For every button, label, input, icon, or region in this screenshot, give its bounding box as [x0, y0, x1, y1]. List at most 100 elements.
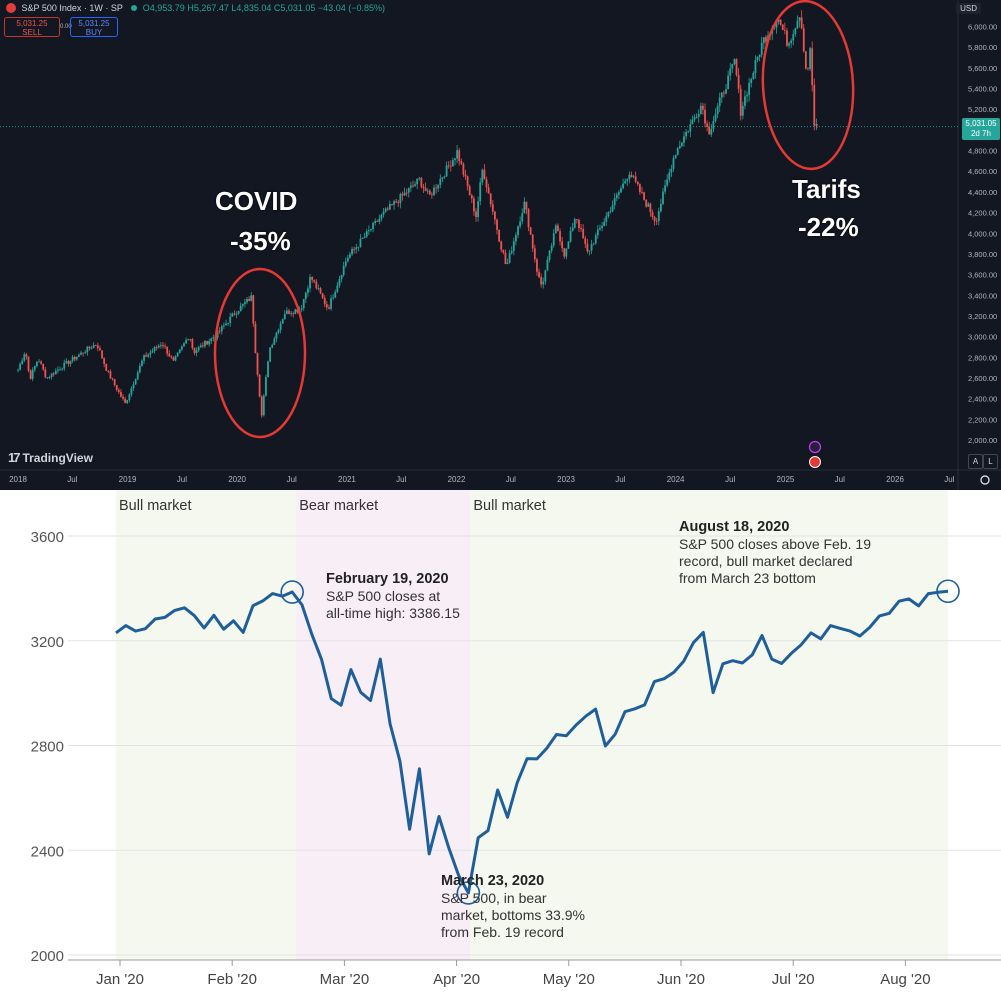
auto-scale-button[interactable]: A: [968, 454, 983, 469]
candle-body: [363, 236, 366, 238]
candle-body: [582, 229, 585, 239]
x-tick-label: May '20: [543, 971, 595, 988]
candle-body: [267, 361, 269, 378]
candle-body: [762, 37, 765, 43]
candle-body: [155, 347, 158, 349]
annotation-title: August 18, 2020: [679, 519, 789, 535]
candle-body: [101, 350, 103, 359]
time-tick-label: 2020: [228, 475, 246, 484]
candle-body: [138, 365, 141, 373]
candle-body: [281, 319, 284, 324]
candle-body: [40, 361, 43, 364]
time-tick-label: Jul: [615, 475, 625, 484]
candle-body: [777, 19, 780, 22]
time-tick-label: 2023: [557, 475, 575, 484]
candle-body: [544, 270, 547, 282]
candle-body: [748, 83, 751, 96]
candle-body: [325, 304, 328, 308]
candle-body: [683, 136, 685, 143]
candle-body: [433, 187, 435, 196]
highlight-circle: [936, 579, 960, 604]
time-tick-label: Jul: [506, 475, 516, 484]
candle-body: [103, 358, 106, 364]
candle-body: [300, 308, 303, 310]
log-scale-button[interactable]: L: [983, 454, 998, 469]
candle-body: [273, 338, 276, 345]
symbol-header[interactable]: S&P 500 Index · 1W · SP O4,953.79 H5,267…: [6, 3, 385, 13]
x-tick-label: Jan '20: [96, 971, 144, 988]
sp500-2020-line-chart[interactable]: Bull market Bear market Bull market 2000 240…: [0, 490, 1001, 992]
candle-body: [525, 201, 528, 210]
candle-body: [603, 221, 606, 226]
candle-body: [567, 241, 570, 249]
candle-body: [708, 126, 711, 135]
candle-body: [279, 323, 282, 331]
candle-body: [672, 158, 675, 169]
ohlc-readout: O4,953.79 H5,267.47 L4,835.04 C5,031.05 …: [142, 3, 385, 13]
candle-body: [804, 51, 807, 69]
candle-body: [538, 271, 540, 278]
candle-body: [132, 384, 135, 389]
candle-body: [483, 169, 486, 180]
candle-body: [319, 288, 322, 294]
candle-body: [275, 332, 278, 339]
candle-body: [386, 208, 389, 210]
candle-body: [344, 261, 347, 266]
candle-body: [239, 305, 242, 312]
candle-body: [420, 178, 423, 187]
tradingview-candlestick-chart[interactable]: 6,000.00 5,800.00 5,600.00 5,400.00 5,200.00…: [0, 0, 1001, 490]
candle-body: [634, 176, 637, 182]
candle-body: [346, 257, 349, 262]
tradingview-mark-icon: 17: [8, 450, 21, 465]
candle-body: [73, 356, 76, 360]
candle-body: [391, 203, 393, 205]
candle-body: [36, 361, 38, 367]
candle-body: [750, 78, 753, 84]
candle-body: [225, 323, 227, 326]
candle-body: [441, 177, 444, 179]
x-tick-label: Jul '20: [772, 971, 815, 988]
candle-body: [31, 369, 34, 379]
covid-highlight-ellipse: [213, 267, 307, 439]
candle-body: [685, 132, 688, 137]
candle-body: [409, 185, 412, 188]
candle-body: [195, 350, 198, 353]
candle-body: [512, 241, 515, 251]
candle-body: [328, 307, 330, 309]
price-tick-label: 4,600.00: [968, 167, 997, 176]
candle-body: [21, 360, 24, 364]
buy-button[interactable]: 5,031.25 BUY: [70, 17, 118, 37]
candle-body: [807, 68, 809, 70]
market-phase-label: Bear market: [299, 498, 378, 514]
candle-body: [141, 360, 143, 366]
candle-body: [647, 203, 650, 207]
candle-body: [180, 346, 183, 350]
candle-body: [584, 238, 587, 244]
candle-body: [449, 165, 452, 167]
candle-body: [624, 181, 627, 184]
candle-body: [117, 389, 120, 392]
candle-body: [265, 377, 267, 396]
tradingview-chart-panel: 6,000.00 5,800.00 5,600.00 5,400.00 5,200.00…: [0, 0, 1001, 490]
candle-body: [197, 347, 200, 351]
candle-body: [456, 150, 459, 159]
candle-body: [185, 340, 187, 344]
currency-button[interactable]: USD: [956, 3, 981, 14]
candle-body: [216, 330, 219, 338]
highlight-circle: [456, 881, 481, 905]
candle-body: [120, 391, 122, 397]
candle-body: [548, 250, 551, 260]
candle-body: [706, 123, 709, 127]
candle-body: [244, 302, 246, 304]
candle-body: [460, 161, 463, 164]
tradingview-logo[interactable]: 17 TradingView: [8, 450, 93, 465]
bar-countdown: 2d 7h: [970, 129, 992, 138]
candle-body: [122, 396, 124, 399]
candle-body: [302, 299, 305, 309]
candle-body: [99, 348, 101, 351]
candle-body: [67, 361, 70, 365]
candle-body: [355, 247, 358, 250]
sell-button[interactable]: 5,031.25 SELL: [4, 17, 60, 37]
candle-body: [519, 221, 522, 227]
candle-body: [775, 21, 778, 28]
